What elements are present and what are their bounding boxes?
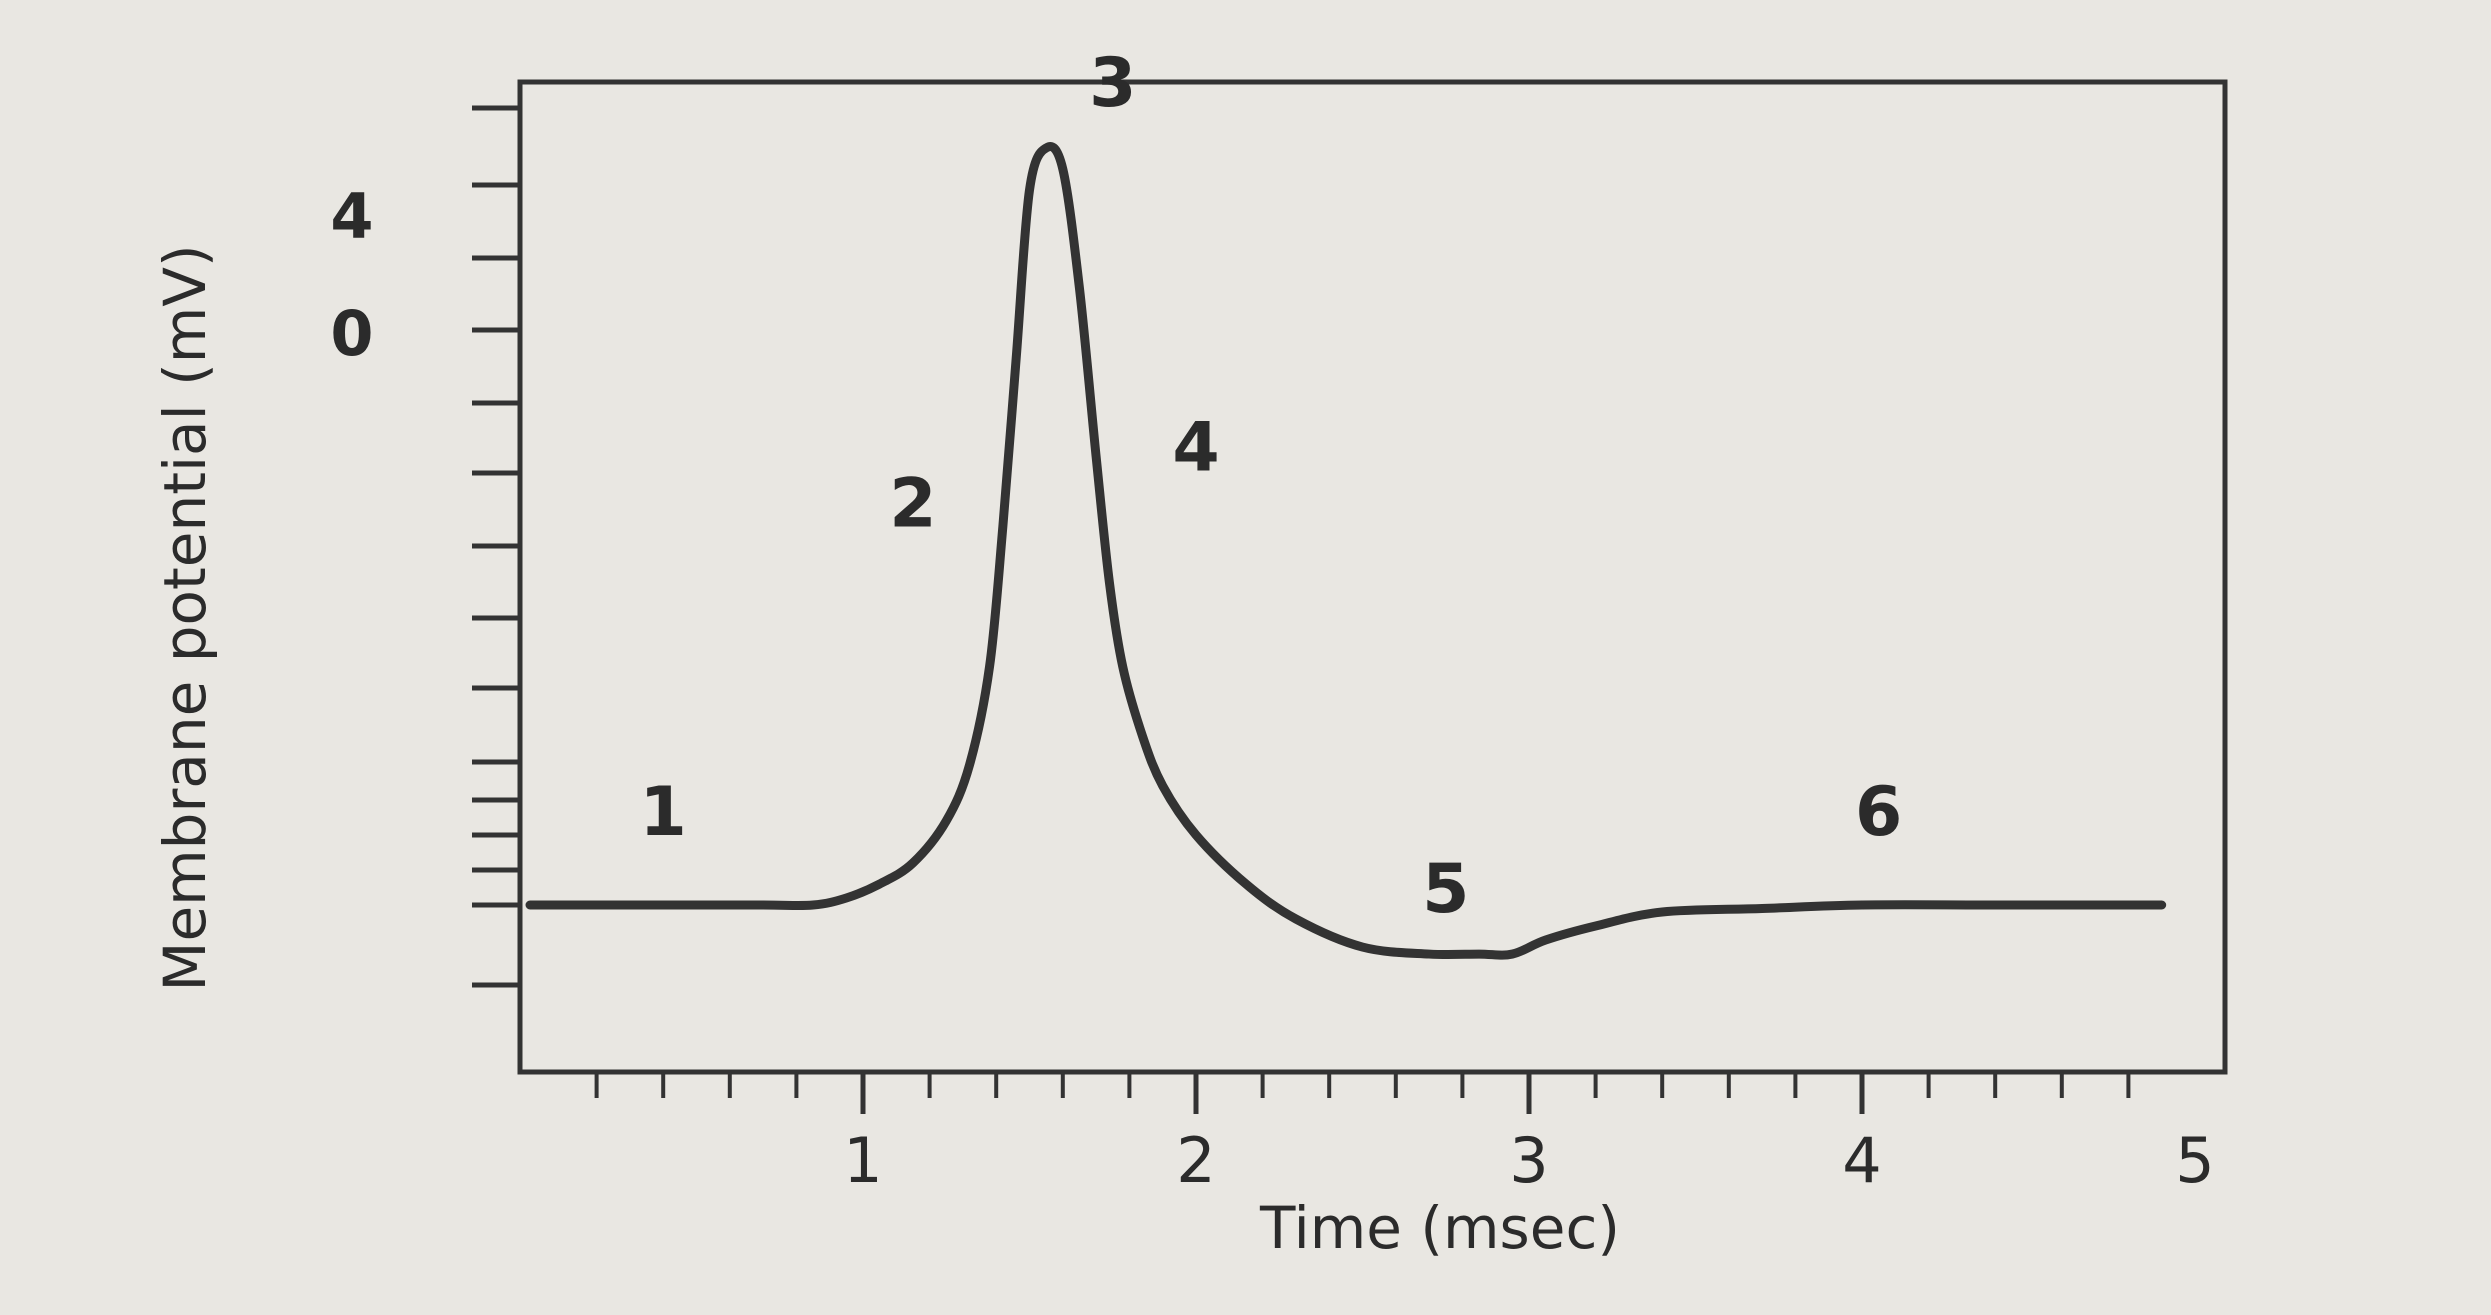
membrane-potential-line: [525, 142, 2167, 960]
x-tick-label: 3: [1509, 1124, 1548, 1197]
phase-label-2: 2: [889, 465, 936, 544]
phase-label-3: 3: [1089, 44, 1136, 123]
x-tick-label: 4: [1842, 1124, 1881, 1197]
x-axis-title: Time (msec): [1259, 1194, 1620, 1262]
y-axis-title: Membrane potential (mV): [151, 244, 219, 991]
phase-label-5: 5: [1422, 850, 1469, 929]
phase-label-6: 6: [1855, 773, 1902, 852]
y-tick-label: 0: [330, 297, 373, 370]
x-tick-label: 1: [843, 1124, 882, 1197]
phase-label-1: 1: [640, 773, 687, 852]
x-tick-label: 2: [1176, 1124, 1215, 1197]
phase-label-4: 4: [1172, 408, 1219, 487]
x-tick-label: 5: [2175, 1124, 2214, 1197]
y-tick-label: 4: [330, 180, 373, 253]
plot-frame: [517, 79, 2228, 1075]
